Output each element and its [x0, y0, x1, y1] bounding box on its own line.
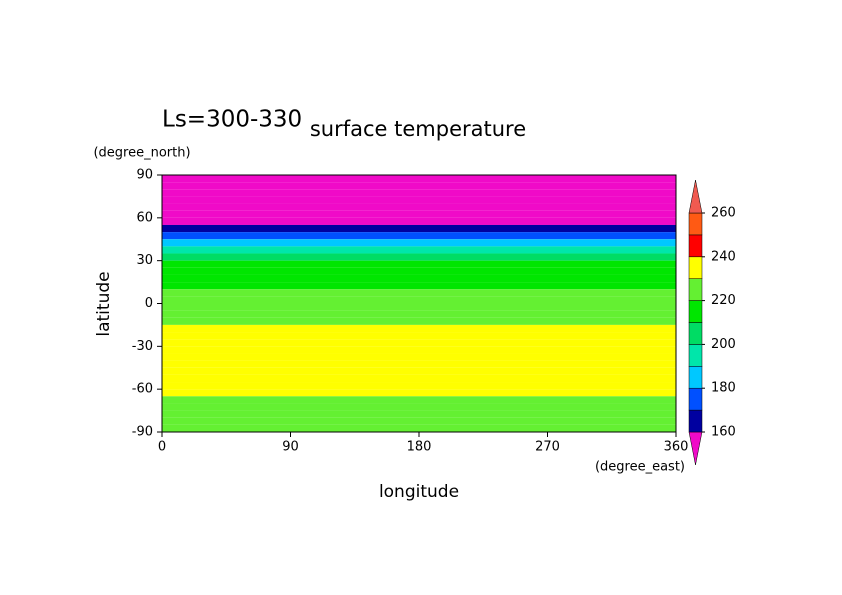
temperature-band: [162, 317, 676, 325]
temperature-band: [162, 282, 676, 290]
temperature-band: [162, 324, 676, 333]
temperature-band: [162, 196, 676, 204]
x-unit: (degree_east): [595, 460, 685, 475]
x-tick-label: 270: [535, 440, 560, 455]
colorbar-over: [688, 179, 703, 214]
temperature-band: [162, 246, 676, 254]
temperature-band: [162, 296, 676, 304]
temperature-band: [162, 289, 676, 297]
colorbar-bin: [688, 409, 703, 433]
colorbar-tick-label: 240: [711, 249, 736, 264]
colorbar-tick-label: 260: [711, 206, 736, 221]
temperature-band: [162, 274, 676, 283]
y-tick-label: -60: [132, 382, 153, 397]
temperature-band: [162, 389, 676, 397]
temperature-band: [162, 403, 676, 411]
colorbar-tick-label: 160: [711, 425, 736, 440]
colorbar-bin: [688, 322, 703, 345]
temperature-band: [162, 175, 676, 183]
temperature-band: [162, 189, 676, 197]
temperature-band: [162, 339, 676, 347]
y-tick-label: -30: [132, 339, 153, 354]
x-tick-label: 360: [664, 440, 689, 455]
temperature-band: [162, 203, 676, 211]
temperature-band: [162, 367, 676, 375]
temperature-band: [162, 353, 676, 361]
colorbar-bin: [688, 300, 703, 323]
temperature-band: [162, 396, 676, 404]
colorbar-bin: [688, 366, 703, 389]
temperature-band: [162, 417, 676, 425]
temperature-band: [162, 410, 676, 418]
colorbar-bin: [688, 278, 703, 301]
temperature-band: [162, 374, 676, 383]
y-tick-label: 60: [136, 210, 153, 225]
temperature-band: [162, 239, 676, 247]
colorbar-bin: [688, 387, 703, 411]
colorbar-tick-label: 180: [711, 381, 736, 396]
y-tick-label: 90: [136, 168, 153, 183]
temperature-band: [162, 260, 676, 268]
temperature-band: [162, 217, 676, 225]
temperature-band: [162, 232, 676, 240]
chart-title: surface temperature: [310, 117, 526, 141]
colorbar-bin: [688, 212, 703, 236]
y-axis-label: latitude: [94, 271, 114, 336]
colorbar-bin: [688, 256, 703, 279]
temperature-band: [162, 303, 676, 311]
temperature-band: [162, 332, 676, 340]
colorbar-bin: [688, 344, 703, 367]
temperature-band: [162, 253, 676, 261]
colorbar-tick-label: 220: [711, 293, 736, 308]
y-tick-label: 30: [136, 253, 153, 268]
temperature-band: [162, 382, 676, 390]
y-unit: (degree_north): [93, 146, 190, 161]
temperature-band: [162, 267, 676, 275]
temperature-band: [162, 210, 676, 218]
x-tick-label: 180: [407, 440, 432, 455]
temperature-band: [162, 224, 676, 233]
temperature-band: [162, 360, 676, 368]
x-axis-label: longitude: [379, 482, 459, 502]
period-label: Ls=300-330: [162, 107, 302, 133]
y-tick-label: -90: [132, 425, 153, 440]
x-tick-label: 90: [282, 440, 299, 455]
colorbar-tick-label: 200: [711, 337, 736, 352]
y-tick-label: 0: [145, 296, 153, 311]
temperature-band: [162, 424, 676, 432]
temperature-band: [162, 182, 676, 190]
temperature-band: [162, 310, 676, 318]
colorbar-under: [688, 431, 703, 466]
temperature-band: [162, 346, 676, 354]
x-tick-label: 0: [158, 440, 166, 455]
colorbar-bin: [688, 234, 703, 258]
